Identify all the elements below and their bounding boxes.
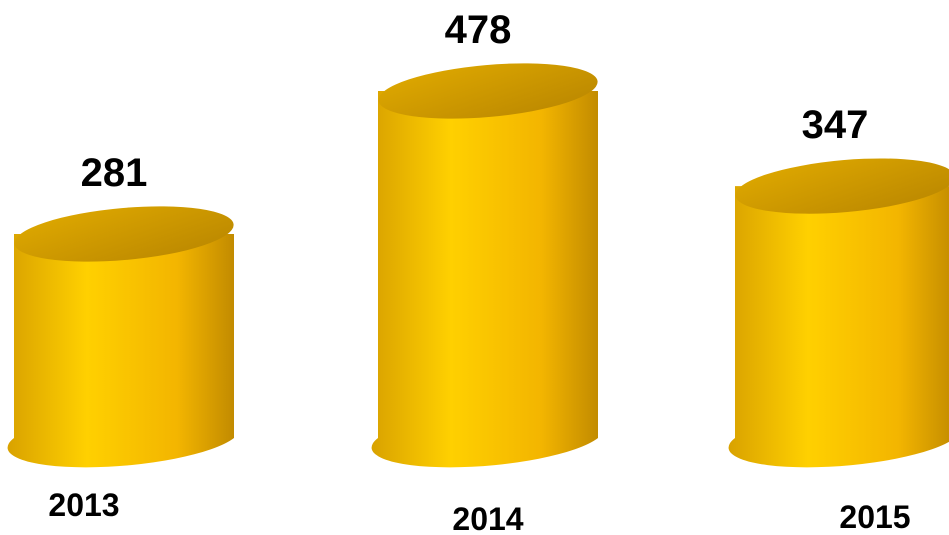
value-label: 281 xyxy=(81,151,148,195)
cylinder-top xyxy=(735,158,949,214)
cylinder-bar-2015 xyxy=(728,158,949,468)
cylinder-top xyxy=(378,63,598,119)
cylinder-body xyxy=(728,186,949,468)
plot-area: 281 2013 478 2014 347 2015 xyxy=(7,8,949,535)
cylinder-bar-2014 xyxy=(371,63,598,468)
cylinder-body xyxy=(7,233,234,468)
category-label: 2014 xyxy=(452,501,523,535)
value-label: 347 xyxy=(802,103,869,147)
category-label: 2015 xyxy=(839,499,910,535)
category-label: 2013 xyxy=(48,487,119,523)
value-label: 478 xyxy=(445,8,512,52)
cylinder-body xyxy=(371,90,598,468)
cylinder-bar-2013 xyxy=(7,206,234,468)
cylinder-top xyxy=(14,206,234,262)
